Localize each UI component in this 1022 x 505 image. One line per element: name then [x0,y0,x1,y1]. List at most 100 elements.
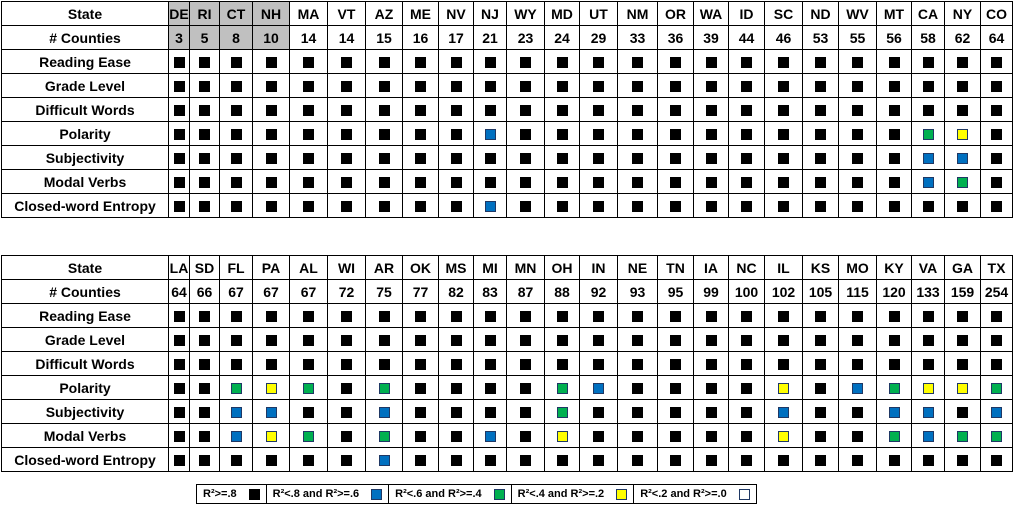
black-square-icon [632,335,643,347]
black-square-icon [670,153,681,165]
metric-cell [327,169,366,194]
black-square-icon [520,57,531,69]
metric-cell [980,399,1013,424]
black-square-icon [632,105,643,117]
metric-cell [289,351,328,376]
metric-cell [544,145,580,170]
metric-cell [838,399,877,424]
metric-cell [506,327,545,352]
black-square-icon [450,81,462,93]
metric-cell [189,169,220,194]
black-square-icon [378,177,390,189]
metric-cell [402,399,439,424]
metric-cell [189,193,220,218]
metric-cell [289,447,328,472]
metric-cell [980,169,1013,194]
state-cell: CA [911,1,945,26]
metric-cell [189,423,220,448]
black-square-icon [741,153,752,165]
blue-square-icon [378,455,390,467]
black-square-icon [520,455,531,467]
metric-cell [544,97,580,122]
metric-cell [944,303,981,328]
metric-label: Reading Ease [1,49,169,74]
black-square-icon [957,57,968,69]
metric-label: Modal Verbs [1,423,169,448]
county-count-row: # Counties 3 5 8 10 14 14 15 16 17 21 23 24 29 33 36 39 4… [1,25,1013,50]
metric-cell [693,399,729,424]
metric-cell [544,303,580,328]
metric-cell [728,375,765,400]
black-square-icon [741,57,752,69]
county-count-cell: 16 [402,25,439,50]
metric-cell [219,303,253,328]
black-square-icon [199,105,210,117]
metric-cell [506,399,545,424]
county-count-cell: 64 [168,279,190,304]
metric-cell [617,423,658,448]
county-count-cell: 29 [579,25,618,50]
metric-cell [219,73,253,98]
metric-cell [980,97,1013,122]
black-square-icon [957,105,968,117]
metric-cell [219,121,253,146]
county-count-cell: 3 [168,25,190,50]
black-square-icon [265,105,277,117]
black-square-icon [415,57,426,69]
black-square-icon [957,359,968,371]
black-square-icon [303,335,314,347]
black-square-icon [922,359,934,371]
green-square-icon [957,431,968,443]
metric-cell [402,97,439,122]
county-count-cell: 8 [219,25,253,50]
metric-cell [838,121,877,146]
black-square-icon [520,431,531,443]
metric-cell [944,121,981,146]
black-square-icon [450,177,462,189]
black-square-icon [230,201,242,213]
metric-cell [657,375,694,400]
metric-cell [579,423,618,448]
metric-cell [617,327,658,352]
metric-cell [944,399,981,424]
black-square-icon [520,177,531,189]
black-square-icon [484,359,496,371]
black-square-icon [450,359,462,371]
state-cell: OK [402,255,439,280]
yellow-square-icon [265,383,277,395]
county-count-cell: 44 [728,25,765,50]
black-square-icon [670,129,681,141]
black-square-icon [705,335,717,347]
metric-cell [944,49,981,74]
county-count-cell: 33 [617,25,658,50]
black-square-icon [922,201,934,213]
metric-cell [365,303,403,328]
metric-cell [402,169,439,194]
metric-cell [944,423,981,448]
metric-cell [438,193,474,218]
metric-cell [219,169,253,194]
black-square-icon [922,455,934,467]
county-count-cell: 159 [944,279,981,304]
county-count-cell: 72 [327,279,366,304]
black-square-icon [199,335,210,347]
metric-cell [579,169,618,194]
legend-label: R²<.2 and R²>=.0 [640,488,727,500]
metric-cell [802,193,839,218]
metric-cell [473,73,507,98]
state-cell: MT [876,1,912,26]
metric-cell [473,303,507,328]
metric-cell [980,73,1013,98]
metric-cell [617,169,658,194]
metric-cell [544,327,580,352]
metric-cell [189,145,220,170]
metric-cell [289,375,328,400]
metric-cell [544,375,580,400]
blue-square-icon [957,153,968,165]
metric-cell [365,49,403,74]
blue-square-icon [852,383,863,395]
metric-cell [327,49,366,74]
metric-cell [802,303,839,328]
green-square-icon [493,488,505,500]
black-square-icon [670,81,681,93]
